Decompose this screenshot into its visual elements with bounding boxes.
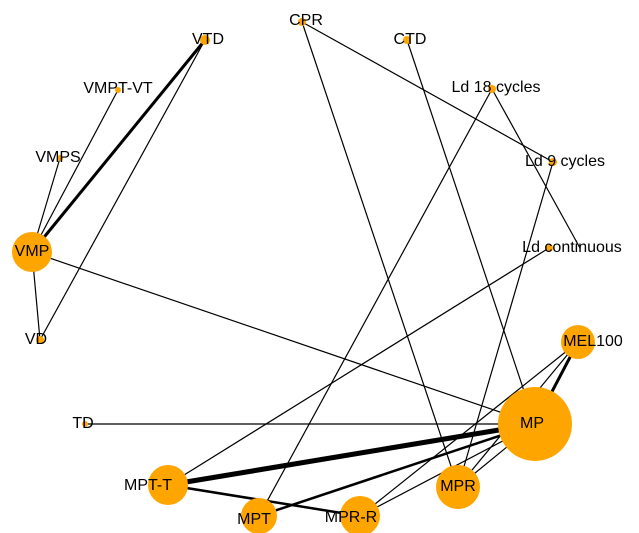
node-label: VTD (192, 31, 224, 48)
edges (30, 21, 581, 518)
node-label: MPT (237, 511, 271, 528)
node-label: TD (72, 415, 93, 432)
node (12, 232, 52, 272)
node-label: VMPS (35, 149, 80, 166)
edge (406, 39, 536, 425)
node-label: VMP (15, 243, 50, 260)
node (241, 498, 277, 533)
node-label: Ld 9 cycles (525, 153, 605, 170)
node-label: VD (25, 331, 47, 348)
edge (167, 421, 536, 488)
node (148, 465, 188, 505)
node (545, 244, 553, 252)
node (498, 387, 572, 461)
labels: CPR CTD VTD VMPT-VT Ld 18 cycles VMPS Ld… (15, 12, 623, 528)
nodes (12, 18, 595, 533)
node (340, 496, 380, 533)
node (488, 85, 496, 93)
node-label: MPR (440, 478, 476, 495)
node (57, 155, 63, 161)
node (403, 36, 411, 44)
node (298, 18, 306, 26)
edge (31, 251, 536, 425)
node (82, 421, 88, 427)
edge (301, 21, 554, 163)
node-label: VMPT-VT (83, 80, 153, 97)
edge (167, 247, 550, 486)
node-label: MEL100 (563, 333, 623, 350)
node (549, 158, 557, 166)
edge (258, 422, 536, 518)
node (561, 325, 595, 359)
edge (359, 341, 579, 517)
node-label: Ld 18 cycles (452, 79, 541, 96)
edge (491, 88, 581, 249)
node (36, 336, 44, 344)
edge (301, 21, 459, 488)
edge (258, 88, 493, 517)
node-label: MP (520, 415, 544, 432)
node-label: Ld continuous (522, 239, 622, 256)
node-label: CTD (394, 31, 427, 48)
node-label: MPT-T (124, 477, 172, 494)
edge (39, 39, 206, 341)
node (115, 87, 121, 93)
node-label: CPR (289, 12, 323, 29)
edge (30, 39, 207, 253)
node-label: MPR-R (325, 509, 377, 526)
node (436, 465, 480, 509)
node (200, 35, 210, 45)
edge (31, 89, 119, 253)
